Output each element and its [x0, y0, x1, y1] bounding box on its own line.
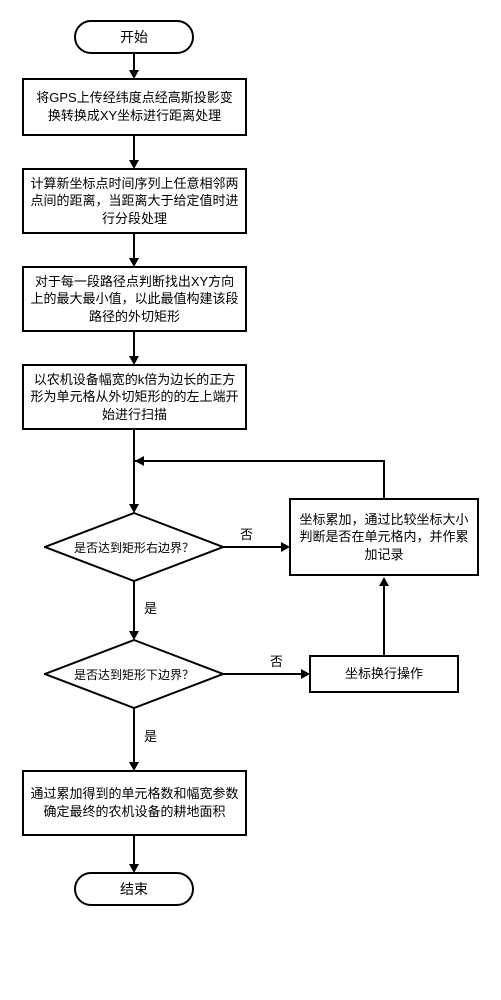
node-p2-text: 计算新坐标点时间序列上任意相邻两点间的距离，当距离大于给定值时进行分段处理: [30, 175, 239, 228]
edge-d1-p5-h: [223, 546, 283, 548]
edge-d2-p7: [133, 708, 135, 764]
node-p6: 坐标换行操作: [309, 655, 459, 693]
node-p7-text: 通过累加得到的单元格数和幅宽参数确定最终的农机设备的耕地面积: [30, 785, 239, 820]
label-d1-yes: 是: [144, 598, 157, 617]
node-d2: 是否达到矩形下边界？: [44, 639, 224, 709]
node-p5: 坐标累加，通过比较坐标大小判断是否在单元格内，并作累加记录: [289, 498, 479, 576]
node-start-text: 开始: [120, 27, 148, 47]
arrow-p6-p5: [379, 577, 389, 586]
edge-p1-p2: [133, 136, 135, 162]
node-p7: 通过累加得到的单元格数和幅宽参数确定最终的农机设备的耕地面积: [22, 770, 247, 836]
edge-p6-p5: [383, 585, 385, 655]
edge-loop-top-h: [134, 460, 385, 462]
node-p4: 以农机设备幅宽的k倍为边长的正方形为单元格从外切矩形的的左上端开始进行扫描: [22, 364, 247, 430]
node-d1-text: 是否达到矩形右边界？: [74, 539, 194, 556]
edge-p2-p3: [133, 234, 135, 260]
node-p2: 计算新坐标点时间序列上任意相邻两点间的距离，当距离大于给定值时进行分段处理: [22, 168, 247, 234]
node-p5-text: 坐标累加，通过比较坐标大小判断是否在单元格内，并作累加记录: [297, 511, 471, 564]
edge-d2-p6-h: [223, 673, 303, 675]
edge-p4-d1: [133, 430, 135, 506]
node-d1: 是否达到矩形右边界？: [44, 512, 224, 582]
flowchart-container: 开始 将GPS上传经纬度点经高斯投影变换转换成XY坐标进行距离处理 计算新坐标点…: [10, 20, 491, 980]
edge-p7-end: [133, 836, 135, 866]
node-p3-text: 对于每一段路径点判断找出XY方向上的最大最小值，以此最值构建该段路径的外切矩形: [30, 273, 239, 326]
node-p1: 将GPS上传经纬度点经高斯投影变换转换成XY坐标进行距离处理: [22, 78, 247, 136]
node-p1-text: 将GPS上传经纬度点经高斯投影变换转换成XY坐标进行距离处理: [30, 89, 239, 124]
arrow-loop-merge: [135, 456, 144, 466]
node-start: 开始: [74, 20, 194, 54]
label-d2-yes: 是: [144, 726, 157, 745]
label-d2-no: 否: [270, 651, 283, 670]
node-d2-text: 是否达到矩形下边界？: [74, 666, 194, 683]
label-d1-no: 否: [240, 524, 253, 543]
node-p3: 对于每一段路径点判断找出XY方向上的最大最小值，以此最值构建该段路径的外切矩形: [22, 266, 247, 332]
edge-d1-d2: [133, 581, 135, 633]
edge-loop-right-v: [383, 460, 385, 498]
edge-p3-p4: [133, 332, 135, 358]
node-p4-text: 以农机设备幅宽的k倍为边长的正方形为单元格从外切矩形的的左上端开始进行扫描: [30, 371, 239, 424]
node-end-text: 结束: [120, 879, 148, 899]
node-p6-text: 坐标换行操作: [345, 665, 423, 683]
node-end: 结束: [74, 872, 194, 906]
